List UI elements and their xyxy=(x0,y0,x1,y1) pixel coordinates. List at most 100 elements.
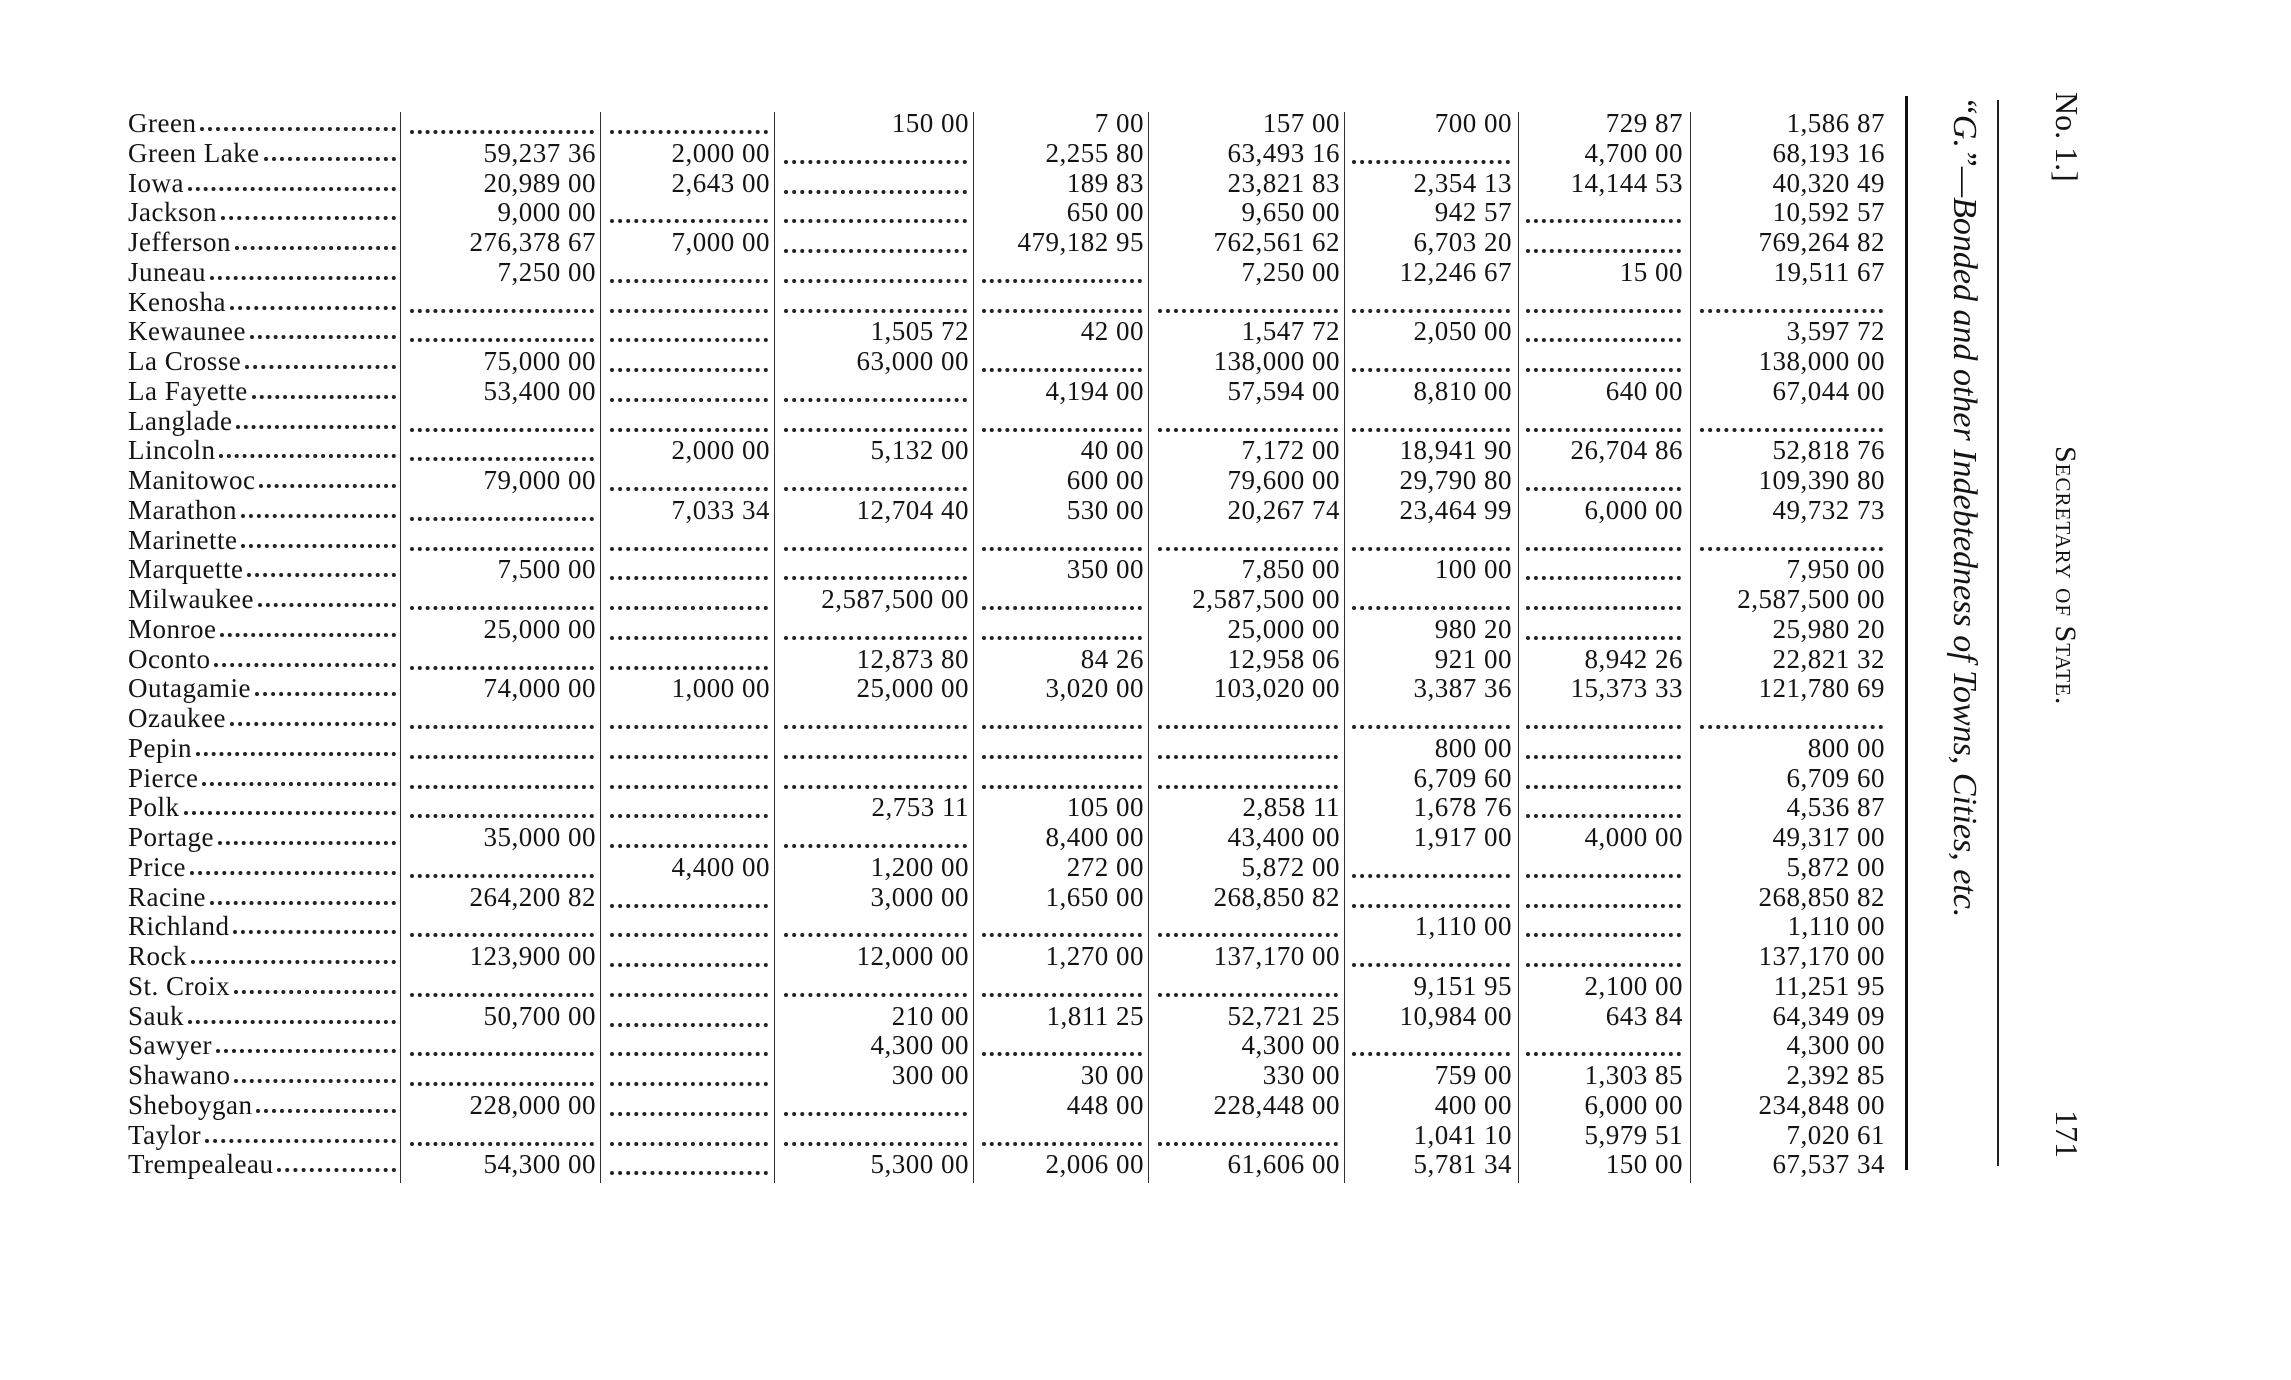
dot-leader xyxy=(245,365,396,369)
empty-cell-leader xyxy=(610,963,768,967)
amount-cell: 6,000 00 xyxy=(1584,494,1683,525)
empty-cell-leader xyxy=(1526,903,1681,908)
empty-cell-leader xyxy=(610,844,768,848)
column-rule xyxy=(600,112,601,1183)
amount-cell: 15,373 33 xyxy=(1570,673,1683,704)
empty-cell-leader xyxy=(982,606,1142,610)
county-name: Sheboygan xyxy=(128,1089,253,1120)
empty-cell-leader xyxy=(982,635,1142,640)
empty-cell-leader xyxy=(410,933,594,938)
row-label: Trempealeau xyxy=(128,1149,398,1179)
header-rule xyxy=(1997,100,1999,1166)
amount-cell: 12,000 00 xyxy=(856,941,969,971)
row-label: Marathon xyxy=(128,495,398,525)
empty-cell-leader xyxy=(982,933,1142,938)
dot-leader xyxy=(220,216,396,221)
amount-cell: 1,917 00 xyxy=(1413,822,1512,852)
row-label: Monroe xyxy=(128,614,398,644)
amount-cell: 100 00 xyxy=(1434,554,1512,585)
county-name: Juneau xyxy=(128,256,206,287)
empty-cell-leader xyxy=(1526,963,1681,967)
amount-cell: 3,020 00 xyxy=(1045,673,1144,704)
county-name: Milwaukee xyxy=(128,584,254,614)
county-name: Jefferson xyxy=(128,227,231,257)
amount-cell: 18,941 90 xyxy=(1399,435,1512,466)
amount-cell: 12,246 67 xyxy=(1399,256,1512,287)
amount-cell: 121,780 69 xyxy=(1758,673,1885,704)
dot-leader xyxy=(240,513,396,518)
row-label: Shawano xyxy=(128,1060,398,1090)
row-label: Sheboygan xyxy=(128,1090,398,1120)
amount-cell: 26,704 86 xyxy=(1570,435,1683,466)
amount-cell: 448 00 xyxy=(1066,1089,1144,1120)
row-label: Jefferson xyxy=(128,227,398,257)
empty-cell-leader xyxy=(784,278,967,283)
empty-cell-leader xyxy=(1158,725,1338,729)
empty-cell-leader xyxy=(1526,338,1681,343)
dot-leader xyxy=(259,484,396,488)
county-name: Lincoln xyxy=(128,435,216,466)
empty-cell-leader xyxy=(610,546,768,551)
amount-cell: 1,000 00 xyxy=(671,673,770,704)
county-name: Marathon xyxy=(128,494,237,525)
row-label: Polk xyxy=(128,792,398,822)
empty-cell-leader xyxy=(1526,487,1681,491)
empty-cell-leader xyxy=(982,368,1142,372)
empty-cell-leader xyxy=(610,219,768,224)
column-rule xyxy=(774,112,775,1183)
county-name: Trempealeau xyxy=(128,1149,274,1180)
amount-cell: 54,300 00 xyxy=(483,1149,596,1180)
county-name: Sawyer xyxy=(128,1030,212,1061)
amount-cell: 9,151 95 xyxy=(1413,970,1512,1001)
amount-cell: 5,300 00 xyxy=(870,1149,969,1180)
empty-cell-leader xyxy=(1700,427,1883,432)
empty-cell-leader xyxy=(610,754,768,759)
empty-cell-leader xyxy=(410,1052,594,1057)
empty-cell-leader xyxy=(784,635,967,640)
amount-cell: 7,250 00 xyxy=(1241,256,1340,287)
county-name: Taylor xyxy=(128,1119,202,1150)
county-name: Pierce xyxy=(128,762,199,793)
amount-cell: 138,000 00 xyxy=(1758,346,1885,376)
amount-cell: 5,979 51 xyxy=(1584,1119,1683,1150)
amount-cell: 35,000 00 xyxy=(483,822,596,852)
amount-cell: 942 57 xyxy=(1434,197,1512,228)
county-name: Pepin xyxy=(128,732,193,763)
empty-cell-leader xyxy=(1352,427,1510,432)
amount-cell: 53,400 00 xyxy=(483,375,596,406)
dot-leader xyxy=(229,305,396,310)
amount-cell: 1,547 72 xyxy=(1241,316,1340,347)
row-label: Racine xyxy=(128,882,398,912)
amount-cell: 137,170 00 xyxy=(1213,941,1340,971)
amount-cell: 1,505 72 xyxy=(870,316,969,347)
empty-cell-leader xyxy=(610,308,768,313)
row-label: Oconto xyxy=(128,644,398,674)
empty-cell-leader xyxy=(982,1141,1142,1146)
amount-cell: 123,900 00 xyxy=(469,941,596,971)
amount-cell: 52,818 76 xyxy=(1772,435,1885,466)
page-number: 171 xyxy=(2049,1110,2085,1158)
amount-cell: 40,320 49 xyxy=(1772,167,1885,198)
amount-cell: 2,100 00 xyxy=(1584,970,1683,1001)
dot-leader xyxy=(191,960,396,964)
row-label: Manitowoc xyxy=(128,465,398,495)
empty-cell-leader xyxy=(610,725,768,729)
amount-cell: 6,709 60 xyxy=(1413,762,1512,793)
empty-cell-leader xyxy=(1352,873,1510,878)
county-name: Racine xyxy=(128,881,206,912)
dot-leader xyxy=(234,989,396,994)
amount-cell: 1,678 76 xyxy=(1413,792,1512,823)
county-name: La Fayette xyxy=(128,375,248,406)
county-name: Ozaukee xyxy=(128,703,226,733)
dot-leader xyxy=(263,156,396,161)
empty-cell-leader xyxy=(410,308,594,313)
amount-cell: 49,317 00 xyxy=(1772,822,1885,852)
amount-cell: 530 00 xyxy=(1066,494,1144,525)
empty-cell-leader xyxy=(410,784,594,789)
amount-cell: 7,020 61 xyxy=(1786,1119,1885,1150)
amount-cell: 7 00 xyxy=(1094,108,1144,138)
empty-cell-leader xyxy=(610,397,768,402)
empty-cell-leader xyxy=(610,576,768,581)
amount-cell: 1,110 00 xyxy=(1787,911,1885,942)
